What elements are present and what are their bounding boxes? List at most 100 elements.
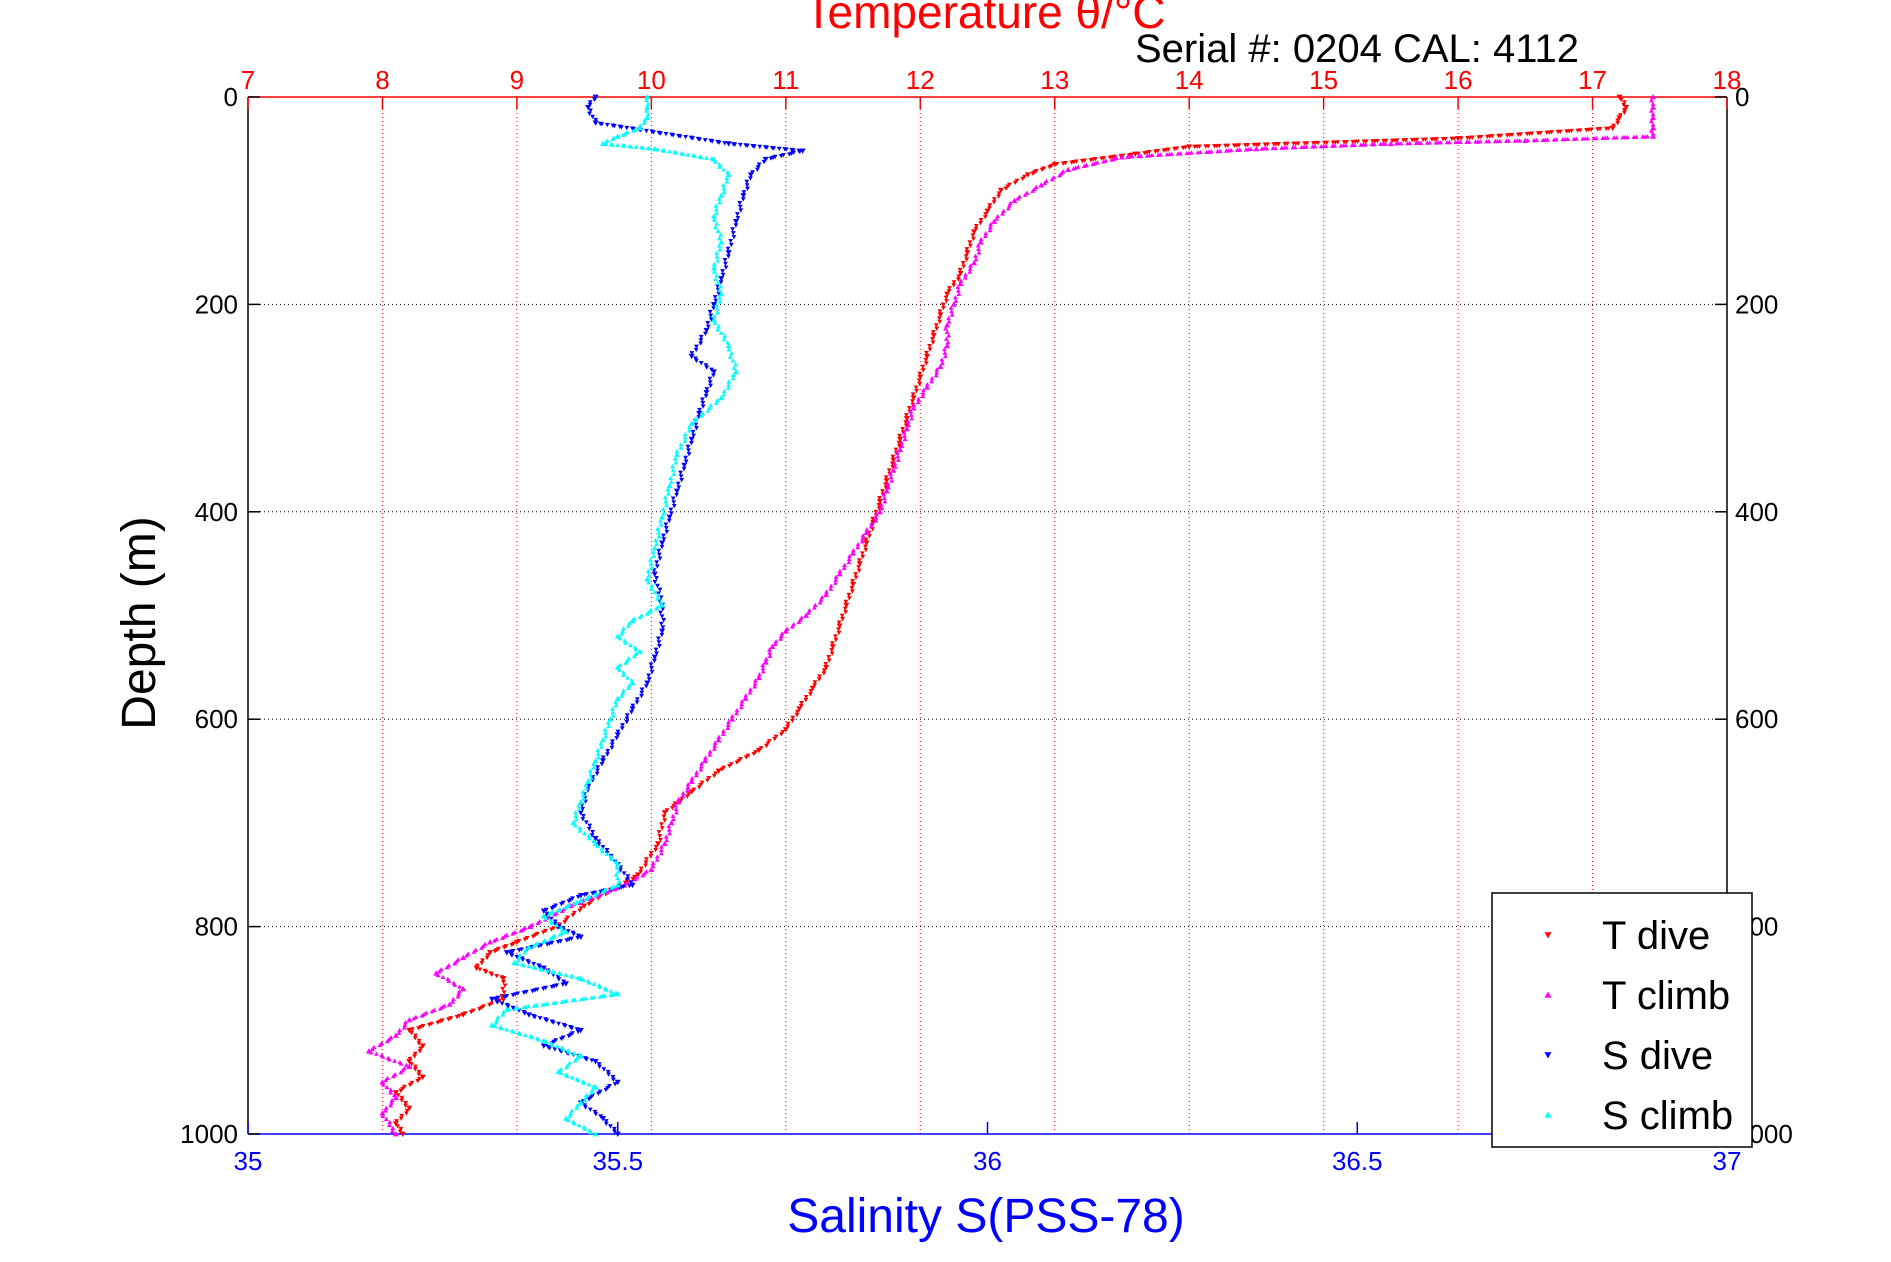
data-point	[1555, 129, 1561, 135]
data-point	[717, 243, 722, 248]
data-point	[582, 830, 587, 836]
data-point	[659, 602, 666, 608]
data-point	[729, 350, 734, 356]
data-point	[575, 1029, 581, 1035]
data-point	[587, 1107, 593, 1112]
data-point	[906, 422, 912, 428]
data-point	[976, 246, 981, 252]
data-point	[699, 761, 705, 766]
data-point	[836, 630, 842, 636]
data-point	[606, 1072, 612, 1077]
data-point	[520, 957, 526, 962]
data-point	[566, 899, 572, 904]
data-point	[629, 679, 636, 686]
data-point	[686, 428, 692, 433]
data-point	[658, 850, 664, 856]
data-point	[581, 813, 586, 819]
data-point	[411, 1016, 417, 1021]
data-point	[721, 392, 727, 397]
data-point	[850, 579, 855, 584]
data-point	[392, 1090, 399, 1096]
data-point	[883, 482, 888, 487]
data-point	[592, 1059, 599, 1065]
data-point	[652, 658, 657, 664]
data-point	[606, 723, 612, 729]
data-point	[555, 908, 561, 913]
data-point	[789, 718, 795, 724]
data-point	[1405, 140, 1410, 146]
data-point	[663, 499, 669, 504]
data-point	[760, 669, 766, 674]
data-point	[532, 1015, 538, 1020]
data-point	[698, 782, 704, 788]
data-point	[870, 516, 876, 522]
y-axis-label: Depth (m)	[113, 516, 166, 729]
data-point	[513, 939, 520, 946]
data-point	[392, 1094, 399, 1101]
data-point	[694, 344, 699, 349]
data-point	[957, 267, 963, 273]
data-point	[883, 475, 889, 480]
data-point	[890, 467, 897, 473]
data-point	[585, 104, 592, 111]
data-point	[549, 1042, 555, 1047]
data-point	[709, 139, 715, 144]
data-point	[557, 932, 563, 937]
data-point	[1006, 206, 1011, 211]
data-point	[645, 111, 651, 117]
data-point	[404, 1108, 410, 1114]
data-point	[955, 277, 961, 282]
data-point	[718, 239, 725, 245]
data-point	[720, 272, 726, 278]
data-point	[1650, 131, 1656, 136]
data-point	[508, 949, 514, 955]
data-point	[850, 581, 857, 588]
data-point	[621, 871, 627, 876]
data-point	[876, 506, 882, 511]
bottom-tick-label: 36	[973, 1146, 1002, 1176]
data-point	[522, 937, 528, 942]
data-point	[1329, 143, 1335, 148]
data-point	[540, 1043, 547, 1049]
data-point	[961, 264, 967, 269]
data-point	[614, 736, 620, 741]
data-point	[973, 226, 979, 232]
data-point	[670, 496, 676, 501]
data-point	[698, 413, 704, 418]
data-point	[468, 1009, 474, 1015]
data-point	[1650, 94, 1657, 100]
data-point	[853, 575, 859, 580]
data-point	[930, 340, 936, 345]
data-point	[1350, 139, 1356, 145]
data-point	[953, 298, 959, 303]
data-point	[740, 193, 747, 199]
data-point	[621, 688, 626, 693]
data-point	[718, 280, 724, 285]
data-point	[554, 1043, 560, 1049]
data-point	[973, 223, 979, 229]
data-point	[663, 131, 669, 137]
data-point	[614, 732, 621, 738]
data-point	[917, 371, 923, 376]
data-point	[603, 1119, 609, 1124]
data-point	[1616, 94, 1623, 100]
data-point	[589, 995, 595, 1000]
data-point	[571, 1121, 577, 1126]
data-point	[541, 986, 546, 991]
data-point	[521, 963, 527, 968]
legend-label: T dive	[1602, 914, 1710, 958]
data-point	[794, 712, 800, 718]
data-point	[957, 270, 964, 277]
data-point	[685, 781, 691, 787]
data-point	[680, 151, 686, 156]
data-point	[471, 949, 477, 954]
data-point	[596, 842, 602, 847]
data-point	[398, 1126, 404, 1132]
top-tick-label: 16	[1444, 65, 1473, 95]
data-point	[741, 190, 747, 195]
data-point	[489, 996, 496, 1003]
data-point	[533, 965, 539, 970]
data-point	[634, 697, 640, 702]
data-point	[716, 291, 722, 296]
data-point	[727, 354, 733, 359]
